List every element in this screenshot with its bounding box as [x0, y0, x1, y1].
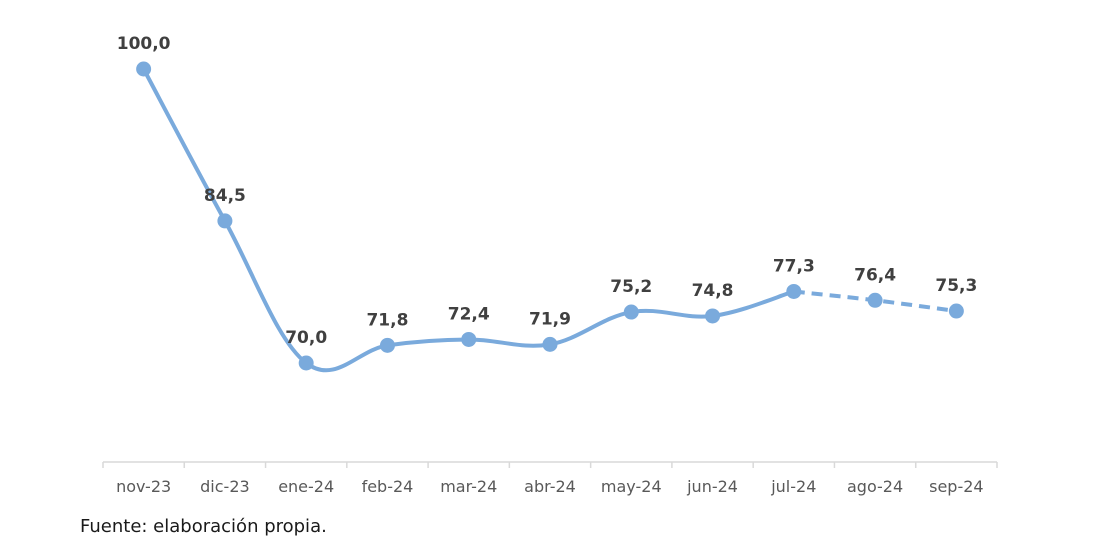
source-note: Fuente: elaboración propia.	[80, 516, 327, 537]
data-point-ago-24	[867, 292, 883, 308]
chart-svg: 100,0 84,5 70,0 71,8 72,4 71,9 75,2 74,8 77,3 76,…	[102, 34, 998, 496]
data-label-jul-24: 77,3	[773, 256, 815, 276]
data-point-mar-24	[461, 331, 477, 347]
x-tick-label-abr-24: abr-24	[524, 477, 576, 496]
x-tick-label-jul-24: jul-24	[770, 477, 816, 496]
x-tick-label-mar-24: mar-24	[440, 477, 497, 496]
x-tick-label-sep-24: sep-24	[929, 477, 983, 496]
x-tick-label-nov-23: nov-23	[116, 477, 171, 496]
series-line-observed	[141, 67, 796, 373]
x-tick-label-dic-23: dic-23	[200, 477, 250, 496]
x-tick-label-ene-24: ene-24	[278, 477, 334, 496]
x-tick-label-jun-24: jun-24	[686, 477, 738, 496]
data-labels: 100,0 84,5 70,0 71,8 72,4 71,9 75,2 74,8 77,3 76,…	[117, 34, 978, 348]
data-point-abr-24	[542, 336, 558, 352]
data-label-jun-24: 74,8	[692, 281, 734, 301]
data-label-dic-23: 84,5	[204, 186, 246, 206]
data-label-ago-24: 76,4	[854, 265, 896, 285]
data-point-feb-24	[379, 337, 395, 353]
data-label-nov-23: 100,0	[117, 34, 171, 54]
x-tick-label-ago-24: ago-24	[847, 477, 903, 496]
data-point-jun-24	[705, 308, 721, 324]
x-tick-labels: nov-23 dic-23 ene-24 feb-24 mar-24 abr-24 may-…	[116, 477, 984, 496]
x-axis	[102, 461, 998, 468]
data-label-sep-24: 75,3	[935, 276, 977, 296]
x-tick-label-feb-24: feb-24	[362, 477, 414, 496]
data-label-ene-24: 70,0	[285, 328, 327, 348]
data-point-ene-24	[298, 355, 314, 371]
data-label-feb-24: 71,8	[366, 310, 408, 330]
series-points	[136, 61, 964, 371]
data-label-mar-24: 72,4	[448, 304, 490, 324]
data-label-abr-24: 71,9	[529, 309, 571, 329]
x-tick-label-may-24: may-24	[601, 477, 662, 496]
data-point-sep-24	[948, 303, 964, 319]
data-label-may-24: 75,2	[610, 277, 652, 297]
data-point-nov-23	[136, 61, 152, 77]
data-point-may-24	[623, 304, 639, 320]
data-point-jul-24	[786, 283, 802, 299]
data-point-dic-23	[217, 213, 233, 229]
line-chart: 100,0 84,5 70,0 71,8 72,4 71,9 75,2 74,8 77,3 76,…	[102, 34, 998, 496]
